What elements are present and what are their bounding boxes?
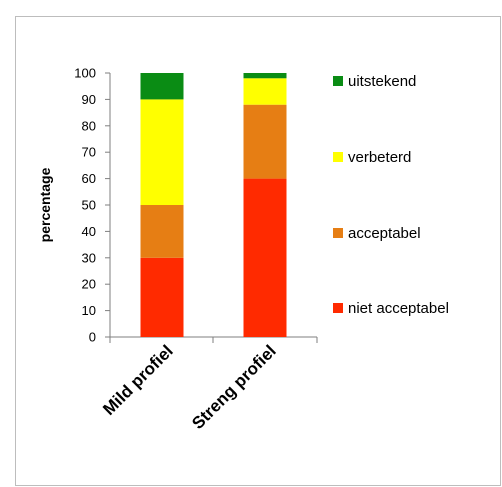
bar-segment [243,104,287,179]
y-tick-label: 60 [82,171,96,186]
y-tick-labels: 0 10 20 30 40 50 60 70 80 90 100 [74,66,96,345]
y-tick-label: 40 [82,224,96,239]
y-tick-label: 100 [74,66,96,81]
legend-label: acceptabel [348,225,421,242]
bar-segment [140,205,184,258]
y-tick-label: 70 [82,145,96,160]
bar-segment [140,257,184,337]
y-tick-label: 20 [82,277,96,292]
legend-swatch [333,76,343,86]
bars [140,73,287,337]
bar-segment [140,99,184,205]
bar-segment [140,73,184,100]
y-axis-label: percentage [37,167,53,242]
legend-label: verbeterd [348,149,411,166]
y-tick-label: 0 [89,330,96,345]
x-tick-label: Mild profiel [99,341,177,419]
y-tick-label: 90 [82,92,96,107]
legend-swatch [333,152,343,162]
legend-swatch [333,228,343,238]
legend: uitstekend verbeterd acceptabel niet accept… [333,73,449,317]
legend-label: niet acceptabel [348,300,449,317]
bar-segment [243,73,287,79]
legend-label: uitstekend [348,73,416,90]
bar-segment [243,178,287,337]
x-tick-label: Streng profiel [188,341,280,433]
bar-segment [243,78,287,105]
y-tick-label: 10 [82,303,96,318]
y-tick-label: 50 [82,198,96,213]
y-tick-label: 30 [82,250,96,265]
x-tick-labels: Mild profiel Streng profiel [99,341,280,433]
y-tick-label: 80 [82,118,96,133]
legend-swatch [333,303,343,313]
